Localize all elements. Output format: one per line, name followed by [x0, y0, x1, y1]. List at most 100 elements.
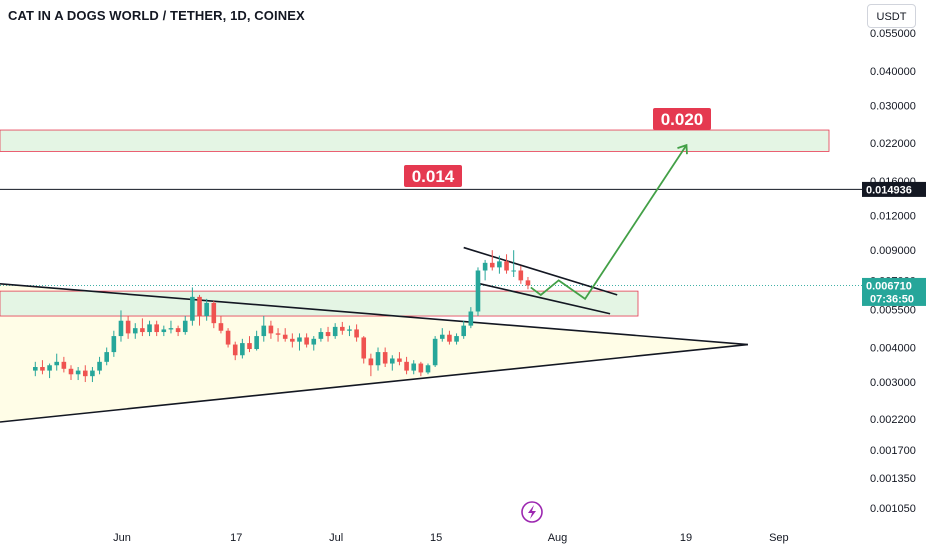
x-axis: Jun 17 Jul 15 Aug 19 Sep	[113, 532, 789, 544]
candle-body	[347, 329, 352, 331]
resistance-price-tag-bg	[862, 181, 926, 197]
target-mid-label: 0.014	[412, 167, 455, 186]
candle-body	[104, 352, 109, 362]
candle-body	[275, 333, 281, 335]
candle-body	[225, 330, 231, 345]
y-tick-label: 0.001350	[870, 473, 916, 485]
candle-body	[411, 363, 417, 371]
candle-body	[525, 280, 531, 286]
candle-body	[390, 358, 395, 364]
candle-body	[361, 337, 367, 359]
candle-body	[325, 332, 331, 337]
candle-body	[382, 352, 388, 364]
y-tick-label: 0.030000	[870, 101, 916, 113]
candle-body	[511, 270, 516, 272]
candle-body	[82, 370, 88, 377]
candles-layer	[33, 250, 531, 383]
candle-body	[33, 367, 38, 371]
candle-body	[40, 367, 45, 371]
projection-path	[530, 144, 688, 301]
lines-layer	[0, 188, 862, 423]
candle-body	[218, 323, 224, 331]
y-tick-label: 0.001050	[870, 503, 916, 515]
resistance-price-tag: 0.014936	[866, 184, 912, 196]
candle-body	[125, 320, 131, 334]
triangle-upper-line	[0, 283, 748, 346]
candle-body	[290, 338, 295, 342]
candle-body	[418, 363, 424, 373]
candle-body	[268, 325, 274, 334]
y-tick-label: 0.022000	[870, 138, 916, 150]
candle-body	[332, 326, 338, 337]
x-tick-label: 19	[680, 532, 692, 544]
y-tick-label: 0.009000	[870, 245, 916, 257]
candle-body	[111, 336, 117, 353]
candle-body	[368, 358, 374, 366]
y-tick-label: 0.002200	[870, 414, 916, 426]
candle-body	[439, 334, 445, 339]
x-tick-label: Sep	[769, 532, 789, 544]
countdown-timer: 07:36:50	[870, 293, 914, 305]
projection-arrowhead	[677, 143, 688, 155]
candle-body	[397, 358, 402, 362]
candle-body	[504, 261, 509, 271]
upper-target-zone	[0, 129, 830, 152]
candle-body	[254, 336, 259, 350]
candle-body	[432, 338, 438, 366]
candle-body	[297, 337, 302, 342]
candle-body	[175, 328, 181, 333]
triangle-fill	[0, 283, 748, 423]
candle-body	[489, 262, 495, 268]
x-tick-label: Jun	[113, 532, 131, 544]
y-tick-label: 0.003000	[870, 377, 916, 389]
flag-lower-line	[479, 283, 611, 315]
current-price-tag-bg	[862, 277, 926, 306]
target-high-label: 0.020	[661, 110, 704, 129]
chart-title: CAT IN A DOGS WORLD / TETHER, 1D, COINEX	[8, 8, 305, 23]
lightning-logo-icon	[521, 501, 543, 523]
candle-body	[240, 343, 245, 356]
candle-body	[354, 329, 359, 338]
triangle-lower-line	[0, 343, 748, 423]
y-axis: 0.0550000.0400000.0300000.0220000.016000…	[862, 28, 926, 515]
current-price-tag: 0.006710	[866, 280, 912, 292]
candle-body	[204, 302, 209, 317]
y-tick-label: 0.001700	[870, 445, 916, 457]
candle-body	[311, 338, 317, 345]
logo	[521, 501, 543, 523]
candle-body	[468, 311, 474, 326]
candle-body	[518, 270, 524, 281]
flag-upper-line	[463, 246, 618, 296]
candle-body	[132, 328, 138, 334]
candle-body	[154, 324, 159, 333]
candle-body	[140, 328, 145, 333]
candle-body	[97, 361, 102, 371]
candle-body	[47, 365, 52, 371]
candle-body	[454, 336, 459, 342]
y-tick-label: 0.055000	[870, 28, 916, 40]
candle-body	[54, 361, 60, 366]
x-tick-label: Aug	[548, 532, 568, 544]
candle-body	[168, 328, 174, 330]
x-tick-label: Jul	[329, 532, 343, 544]
x-tick-label: 15	[430, 532, 442, 544]
candle-body	[182, 320, 188, 333]
candle-body	[118, 320, 124, 337]
candle-body	[161, 329, 167, 333]
currency-button[interactable]: USDT	[867, 4, 916, 28]
candle-body	[147, 324, 152, 333]
candle-body	[61, 361, 67, 369]
candle-body	[68, 368, 74, 375]
candle-body	[375, 352, 381, 366]
y-tick-label: 0.012000	[870, 211, 916, 223]
candle-body	[197, 296, 202, 317]
x-tick-label: 17	[230, 532, 242, 544]
candle-body	[497, 261, 502, 268]
candle-body	[404, 361, 409, 371]
target-high-label-bg	[653, 108, 711, 130]
candle-body	[482, 262, 488, 271]
candle-body	[190, 296, 195, 321]
candle-body	[211, 302, 217, 324]
candle-body	[247, 343, 252, 350]
